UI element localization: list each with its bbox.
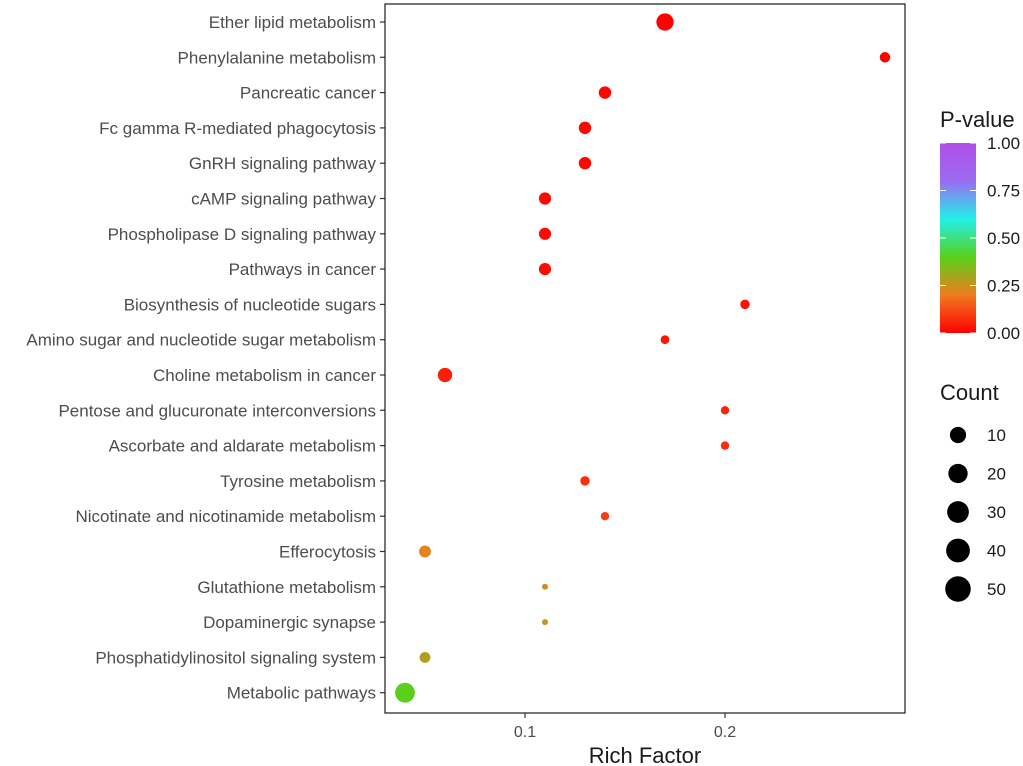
- count-legend-dot: [948, 463, 968, 484]
- count-legend-label: 30: [987, 503, 1006, 522]
- data-point: [720, 406, 730, 415]
- data-point: [740, 299, 750, 310]
- y-axis-ticks: [380, 21, 385, 694]
- pvalue-legend-title: P-value: [940, 107, 1015, 132]
- data-point: [600, 512, 610, 521]
- y-tick-label: GnRH signaling pathway: [189, 154, 377, 173]
- y-tick-label: Choline metabolism in cancer: [153, 366, 376, 385]
- data-point: [598, 86, 612, 99]
- count-legend-dot: [946, 538, 970, 563]
- y-tick-label: Ether lipid metabolism: [209, 13, 376, 32]
- count-legend: Count 10 20 30 40 50: [940, 380, 1006, 602]
- data-point: [578, 156, 592, 170]
- y-tick-label: Pancreatic cancer: [240, 84, 376, 103]
- y-tick-label: Efferocytosis: [279, 543, 376, 562]
- data-point: [656, 13, 674, 31]
- data-points: [395, 13, 891, 703]
- data-point: [578, 121, 592, 135]
- pvalue-tick-label: 0.25: [987, 277, 1020, 296]
- y-tick-label: Metabolic pathways: [227, 684, 376, 703]
- count-legend-label: 40: [987, 542, 1006, 561]
- count-legend-dot: [947, 501, 969, 523]
- y-tick-label: Phosphatidylinositol signaling system: [95, 648, 376, 667]
- y-tick-label: Nicotinate and nicotinamide metabolism: [76, 507, 377, 526]
- data-point: [542, 583, 548, 590]
- x-axis-title: Rich Factor: [589, 743, 701, 766]
- count-legend-label: 20: [987, 465, 1006, 484]
- x-axis: 0.1 0.2: [514, 713, 736, 741]
- y-tick-label: Pentose and glucuronate interconversions: [58, 401, 376, 420]
- pvalue-tick-label: 0.50: [987, 229, 1020, 248]
- pvalue-tick-label: 0.00: [987, 324, 1020, 343]
- y-tick-label: Pathways in cancer: [229, 260, 377, 279]
- count-legend-dot: [945, 576, 971, 602]
- x-tick-label: 0.1: [514, 724, 536, 741]
- plot-panel: [384, 3, 906, 714]
- pvalue-legend: P-value 1.00 0.75 0.50 0.25 0.00: [940, 107, 1020, 343]
- data-point: [538, 263, 552, 276]
- y-tick-label: Amino sugar and nucleotide sugar metabol…: [26, 331, 376, 350]
- data-point: [580, 476, 590, 486]
- count-legend-items: 10 20 30 40 50: [945, 426, 1006, 602]
- y-tick-label: Tyrosine metabolism: [220, 472, 376, 491]
- y-tick-label: Biosynthesis of nucleotide sugars: [124, 295, 376, 314]
- data-point: [419, 545, 431, 558]
- data-point: [395, 682, 415, 703]
- y-tick-label: Glutathione metabolism: [197, 578, 376, 597]
- y-tick-label: cAMP signaling pathway: [191, 190, 376, 209]
- pvalue-tick-label: 1.00: [987, 134, 1020, 153]
- data-point: [437, 367, 453, 383]
- y-tick-label: Fc gamma R-mediated phagocytosis: [99, 119, 376, 138]
- data-point: [660, 335, 670, 345]
- y-tick-label: Phospholipase D signaling pathway: [108, 225, 377, 244]
- y-tick-label: Ascorbate and aldarate metabolism: [109, 437, 376, 456]
- data-point: [720, 441, 730, 450]
- data-point: [538, 192, 552, 205]
- count-legend-label: 50: [987, 580, 1006, 599]
- count-legend-label: 10: [987, 426, 1006, 445]
- y-axis-labels: Ether lipid metabolism Phenylalanine meta…: [26, 13, 376, 703]
- count-legend-title: Count: [940, 380, 999, 405]
- data-point: [538, 227, 552, 240]
- data-point: [879, 52, 891, 63]
- data-point: [542, 619, 548, 626]
- pvalue-tick-label: 0.75: [987, 182, 1020, 201]
- y-tick-label: Phenylalanine metabolism: [178, 48, 376, 67]
- x-tick-label: 0.2: [714, 724, 736, 741]
- pvalue-legend-ticks: 1.00 0.75 0.50 0.25 0.00: [940, 134, 1020, 343]
- count-legend-dot: [949, 426, 967, 444]
- y-tick-label: Dopaminergic synapse: [203, 613, 376, 632]
- data-point: [419, 652, 431, 663]
